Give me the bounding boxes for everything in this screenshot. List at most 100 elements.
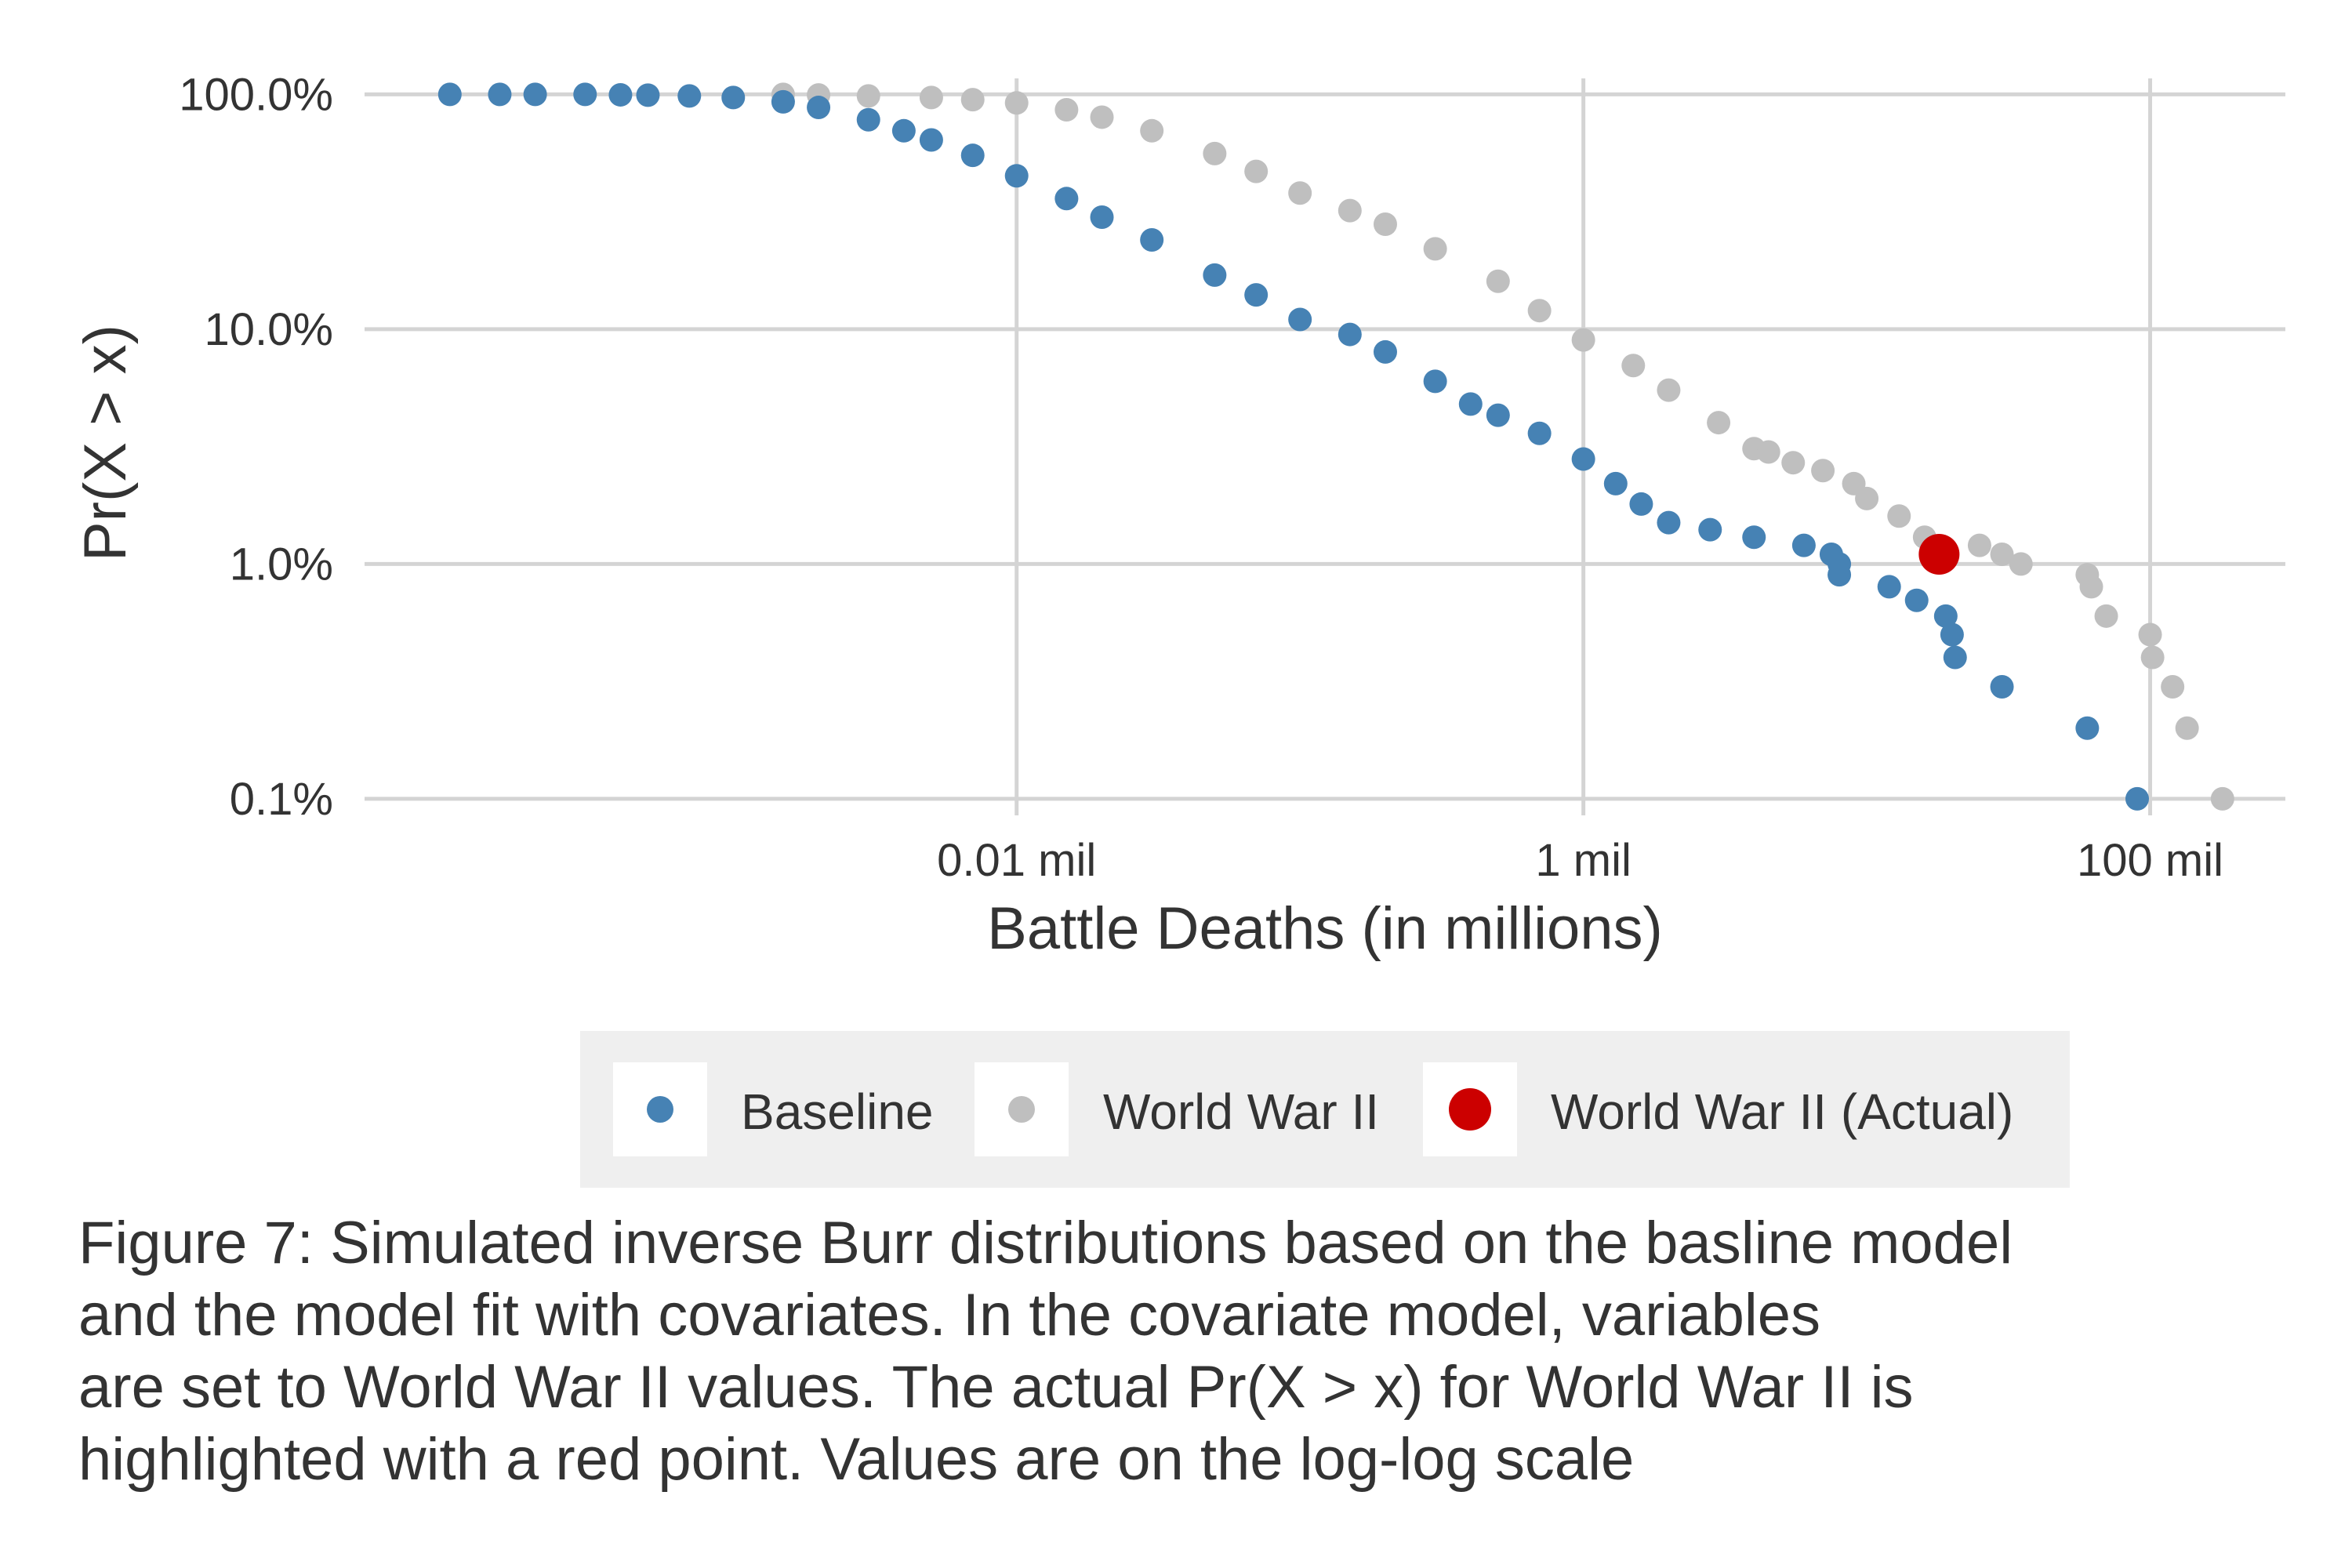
x-tick-label: 0.01 mil — [937, 835, 1096, 886]
world-war-ii-point — [1527, 299, 1552, 323]
figure-caption: Figure 7: Simulated inverse Burr distrib… — [78, 1207, 2305, 1496]
world-war-ii-point — [960, 88, 985, 112]
baseline-point — [523, 82, 547, 107]
baseline-point — [2075, 716, 2100, 740]
baseline-point — [1933, 604, 1958, 628]
world-war-ii-point — [1990, 542, 2014, 566]
baseline-point — [608, 82, 633, 107]
y-axis-label: Pr(X > x) — [72, 325, 139, 561]
world-war-ii-point — [1140, 118, 1164, 143]
baseline-point — [891, 118, 916, 143]
baseline-point — [1244, 283, 1269, 307]
baseline-point — [1904, 588, 1929, 612]
baseline-point — [1828, 563, 1852, 587]
world-war-ii-point — [1288, 181, 1312, 205]
world-war-ii-point — [1967, 533, 1991, 557]
baseline-point — [1140, 228, 1164, 252]
world-war-ii-point — [1338, 198, 1362, 223]
caption-line: are set to World War II values. The actu… — [78, 1354, 1914, 1421]
world-war-ii-point — [856, 84, 880, 108]
grid-lines — [365, 78, 2285, 815]
baseline-point — [2125, 786, 2150, 811]
baseline-point — [1458, 392, 1483, 416]
world-war-ii-point — [1707, 411, 1731, 435]
baseline-point — [1657, 510, 1681, 535]
data-points — [437, 82, 2234, 811]
baseline-point — [1203, 263, 1227, 287]
world-war-ii-point — [1244, 159, 1269, 183]
baseline-point — [771, 89, 795, 114]
baseline-point — [1571, 447, 1595, 471]
baseline-point — [1877, 575, 1901, 599]
caption-line: and the model fit with covariates. In th… — [78, 1282, 1821, 1348]
y-tick-label: 100.0% — [179, 69, 333, 120]
world-war-ii-point — [1203, 141, 1227, 165]
baseline-point — [1742, 525, 1766, 550]
baseline-point — [437, 82, 462, 107]
x-tick-label: 100 mil — [2077, 835, 2223, 886]
world-war-ii-point — [1657, 378, 1681, 402]
world-war-ii-point — [1373, 212, 1397, 236]
baseline-point — [1629, 492, 1653, 516]
world-war-ii-point — [1486, 269, 1510, 293]
world-war-ii-point — [2094, 604, 2118, 628]
legend-background — [580, 1031, 2070, 1188]
x-tick-labels: 0.01 mil 1 mil 100 mil — [937, 835, 2223, 886]
baseline-point — [573, 82, 597, 107]
baseline-point — [856, 107, 880, 132]
baseline-point — [1054, 187, 1079, 211]
y-tick-label: 1.0% — [230, 539, 333, 590]
baseline-point — [1698, 517, 1722, 542]
world-war-ii-point — [1811, 459, 1835, 483]
baseline-point — [807, 96, 831, 120]
caption-line: highlighted with a red point. Values are… — [78, 1426, 1635, 1493]
y-tick-label: 0.1% — [230, 774, 333, 825]
legend-key-marker-baseline — [647, 1096, 673, 1123]
x-tick-label: 1 mil — [1535, 835, 1631, 886]
baseline-point — [1791, 533, 1816, 557]
legend: Baseline World War II World War II (Actu… — [580, 1031, 2070, 1188]
baseline-point — [1940, 622, 1964, 647]
legend-key-marker-world-war-ii-actual — [1449, 1088, 1491, 1131]
baseline-point — [488, 82, 512, 107]
baseline-point — [1527, 421, 1552, 445]
world-war-ii-point — [1571, 328, 1595, 352]
world-war-ii-actual-point — [1918, 533, 1960, 575]
baseline-point — [1373, 339, 1397, 364]
baseline-point — [677, 84, 702, 108]
world-war-ii-point — [2009, 552, 2033, 576]
baseline-point — [721, 85, 746, 110]
world-war-ii-point — [1423, 237, 1447, 261]
world-war-ii-point — [1855, 486, 1879, 510]
world-war-ii-point — [919, 85, 943, 110]
baseline-point — [1943, 645, 1967, 670]
y-tick-labels: 100.0% 10.0% 1.0% 0.1% — [179, 69, 333, 824]
baseline-point — [1486, 403, 1510, 427]
baseline-point — [1090, 205, 1114, 230]
baseline-point — [1288, 307, 1312, 332]
world-war-ii-point — [2138, 622, 2162, 647]
baseline-point — [1338, 322, 1362, 347]
legend-key-marker-world-war-ii — [1008, 1096, 1035, 1123]
baseline-point — [1004, 164, 1029, 188]
world-war-ii-point — [1054, 98, 1079, 122]
world-war-ii-point — [2175, 716, 2199, 740]
legend-label-world-war-ii-actual: World War II (Actual) — [1551, 1083, 2013, 1140]
world-war-ii-point — [1004, 91, 1029, 115]
world-war-ii-point — [1756, 440, 1780, 464]
caption-line: Figure 7: Simulated inverse Burr distrib… — [78, 1210, 2013, 1276]
x-axis-label: Battle Deaths (in millions) — [987, 895, 1663, 962]
y-tick-label: 10.0% — [205, 304, 333, 355]
baseline-point — [960, 143, 985, 168]
world-war-ii-point — [2079, 575, 2103, 599]
legend-label-world-war-ii: World War II — [1103, 1083, 1379, 1140]
world-war-ii-point — [2140, 645, 2165, 670]
world-war-ii-point — [2210, 786, 2234, 811]
world-war-ii-point — [2161, 674, 2185, 699]
baseline-point — [1990, 674, 2014, 699]
world-war-ii-point — [1781, 451, 1806, 475]
baseline-point — [1423, 369, 1447, 394]
baseline-point — [636, 83, 660, 107]
world-war-ii-point — [1621, 354, 1646, 378]
